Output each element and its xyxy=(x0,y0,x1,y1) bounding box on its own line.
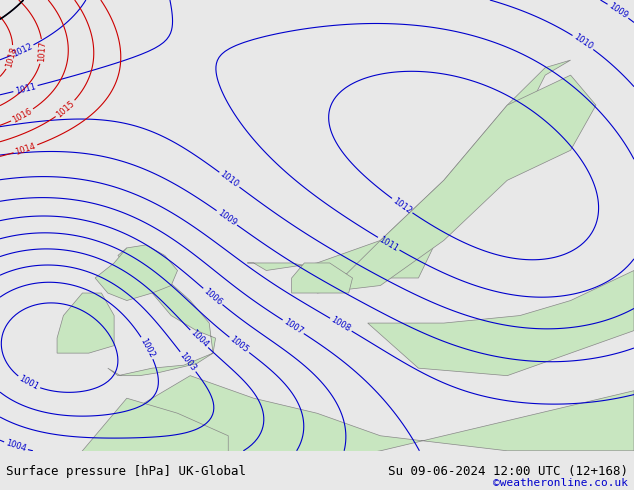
Polygon shape xyxy=(247,60,571,278)
Text: 1004: 1004 xyxy=(4,439,27,454)
Polygon shape xyxy=(127,376,634,481)
Text: 1008: 1008 xyxy=(330,316,353,334)
Polygon shape xyxy=(292,263,353,293)
Polygon shape xyxy=(57,293,114,353)
Text: 1010: 1010 xyxy=(572,33,594,52)
Text: 1006: 1006 xyxy=(202,286,224,307)
Text: 1010: 1010 xyxy=(218,170,240,190)
Polygon shape xyxy=(317,75,596,293)
Text: 1018: 1018 xyxy=(4,46,18,69)
Text: 1011: 1011 xyxy=(377,235,400,253)
Polygon shape xyxy=(368,270,634,376)
Text: 1015: 1015 xyxy=(55,98,77,119)
Text: 1007: 1007 xyxy=(282,317,304,336)
Polygon shape xyxy=(70,398,228,473)
Text: 1011: 1011 xyxy=(14,82,37,96)
Polygon shape xyxy=(95,245,178,300)
Text: 1002: 1002 xyxy=(138,337,157,359)
Polygon shape xyxy=(108,248,216,376)
Text: 1016: 1016 xyxy=(11,106,34,124)
Text: ©weatheronline.co.uk: ©weatheronline.co.uk xyxy=(493,478,628,488)
Text: 1012: 1012 xyxy=(391,196,413,216)
Text: 1009: 1009 xyxy=(216,208,238,227)
Text: Su 09-06-2024 12:00 UTC (12+168): Su 09-06-2024 12:00 UTC (12+168) xyxy=(387,465,628,478)
Text: 1009: 1009 xyxy=(607,1,630,21)
Text: Surface pressure [hPa] UK-Global: Surface pressure [hPa] UK-Global xyxy=(6,465,247,478)
Text: 1017: 1017 xyxy=(37,41,48,62)
Text: 1004: 1004 xyxy=(188,328,210,349)
Text: 1003: 1003 xyxy=(178,351,198,373)
Text: 1005: 1005 xyxy=(228,335,250,355)
Text: 1012: 1012 xyxy=(11,42,34,59)
Text: 1001: 1001 xyxy=(17,374,40,392)
Text: 1014: 1014 xyxy=(14,142,37,157)
